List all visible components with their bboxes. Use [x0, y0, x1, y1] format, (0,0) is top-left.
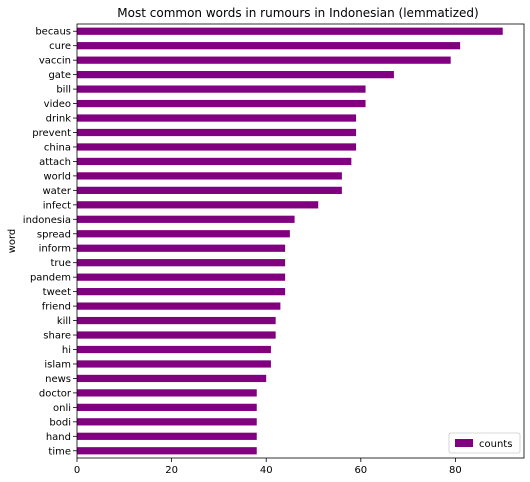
x-tick-label: 40 [260, 465, 273, 476]
legend-box [448, 432, 521, 454]
y-tick-label: indonesia [23, 215, 71, 226]
bar-infect [77, 201, 319, 209]
y-tick-label: share [43, 331, 71, 342]
x-tick-label: 80 [449, 465, 462, 476]
bar-hi [77, 345, 271, 354]
bar-kill [77, 316, 276, 325]
y-tick-label: news [45, 374, 71, 385]
y-tick-label: time [48, 446, 71, 457]
y-tick-label: bodi [49, 417, 71, 428]
y-tick-label: spread [37, 229, 71, 240]
bar-vaccin [77, 56, 451, 64]
bar-gate [77, 71, 394, 79]
y-tick-label: hand [46, 432, 71, 443]
bar-prevent [77, 128, 357, 137]
y-tick-label: prevent [32, 128, 71, 139]
y-tick-label: china [44, 142, 71, 153]
y-tick-label: gate [48, 70, 71, 81]
bar-attach [77, 157, 352, 166]
x-tick-label: 60 [354, 465, 367, 476]
bar-inform [77, 244, 286, 252]
legend: counts [448, 432, 521, 454]
y-tick-label: becaus [35, 27, 71, 38]
y-axis: becaus cure vaccin gate bill video drink preven… [23, 27, 77, 457]
y-tick-label: cure [49, 41, 71, 52]
bar-pandem [77, 273, 286, 281]
y-tick-label: bill [56, 85, 71, 96]
y-tick-label: tweet [43, 287, 71, 298]
bars-group [77, 27, 503, 455]
y-tick-label: onli [53, 403, 71, 414]
y-tick-label: inform [39, 244, 71, 255]
bar-islam [77, 360, 271, 368]
y-tick-label: hi [62, 345, 71, 356]
y-tick-label: water [43, 186, 72, 197]
bar-share [77, 331, 276, 339]
y-tick-label: pandem [30, 273, 71, 284]
bar-bill [77, 85, 366, 93]
bar-onli [77, 403, 257, 411]
y-tick-label: true [50, 258, 71, 269]
bar-time [77, 447, 257, 455]
bar-true [77, 259, 286, 267]
y-tick-label: infect [43, 200, 71, 211]
legend-swatch [455, 439, 473, 447]
legend-label: counts [479, 439, 512, 450]
chart-title: Most common words in rumours in Indonesi… [117, 6, 478, 20]
bar-hand [77, 432, 257, 440]
plot-frame [76, 23, 525, 459]
bar-video [77, 99, 366, 108]
y-tick-label: attach [39, 157, 71, 168]
y-axis-label: word [7, 229, 18, 254]
y-tick-label: islam [44, 359, 71, 370]
y-tick-label: world [43, 171, 71, 182]
bar-indonesia [77, 215, 295, 223]
y-tick-label: friend [42, 302, 71, 313]
y-tick-label: kill [57, 316, 71, 327]
bar-news [77, 374, 267, 383]
bar-cure [77, 42, 461, 50]
x-tick-label: 0 [74, 465, 80, 476]
bar-world [77, 172, 342, 180]
bar-doctor [77, 389, 257, 397]
bar-friend [77, 302, 281, 310]
y-tick-label: vaccin [39, 56, 71, 67]
y-tick-label: drink [46, 114, 72, 125]
bar-bodi [77, 418, 257, 426]
x-axis: 0 20 40 60 80 [74, 458, 462, 476]
bar-spread [77, 230, 290, 238]
y-tick-label: doctor [39, 388, 72, 399]
bar-becaus [77, 27, 503, 35]
bar-tweet [77, 288, 286, 296]
bar-china [77, 143, 357, 151]
bar-water [77, 186, 342, 194]
bar-drink [77, 114, 357, 122]
x-tick-label: 20 [165, 465, 178, 476]
y-tick-label: video [44, 99, 71, 110]
